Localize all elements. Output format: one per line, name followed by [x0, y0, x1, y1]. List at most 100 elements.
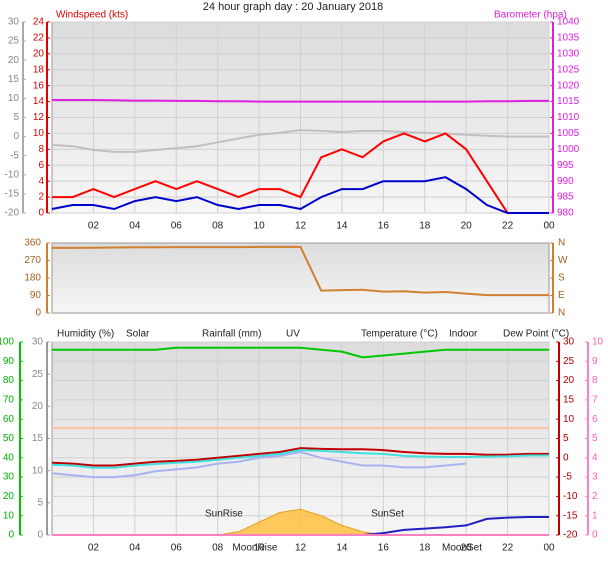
x-tick-label: 12 [295, 543, 307, 554]
chart-title: 24 hour graph day : 20 January 2018 [203, 1, 383, 13]
x-tick-label: 16 [378, 221, 390, 232]
y-tick-label: 1 [592, 510, 598, 521]
legend-entry: Indoor [449, 329, 478, 340]
legend-entry: UV [286, 329, 300, 340]
y-tick-label: 0 [37, 530, 43, 541]
series-line [51, 176, 549, 214]
y-tick-label: 1030 [557, 48, 580, 59]
x-tick-label: 02 [88, 543, 100, 554]
y-tick-label: 10 [33, 128, 45, 139]
x-tick-label: 10 [254, 543, 266, 554]
annotation: MoonRise [232, 543, 277, 554]
y-tick-label: E [558, 290, 565, 301]
y-tick-label: 1015 [557, 96, 580, 107]
x-tick-label: 00 [543, 543, 555, 554]
x-tick-label: 18 [419, 221, 431, 232]
y-tick-label: 40 [3, 452, 15, 463]
y-tick-label: 90 [3, 356, 15, 367]
x-tick-label: 20 [461, 543, 473, 554]
y-tick-label: -10 [563, 491, 578, 502]
y-tick-label: 985 [557, 192, 574, 203]
y-tick-label: 15 [32, 433, 44, 444]
y-tick-label: 0 [13, 131, 19, 142]
y-tick-label: 30 [32, 337, 44, 348]
y-tick-label: 6 [38, 160, 44, 171]
x-tick-label: 04 [129, 221, 141, 232]
y-tick-label: 360 [24, 238, 41, 249]
y-tick-label: 10 [563, 414, 575, 425]
y-tick-label: S [558, 273, 565, 284]
y-tick-label: 990 [557, 176, 574, 187]
series-line [51, 129, 549, 153]
y-tick-label: 9 [592, 356, 598, 367]
y-tick-label: 30 [563, 337, 575, 348]
x-tick-label: 06 [171, 221, 183, 232]
y-tick-label: -5 [563, 472, 572, 483]
x-tick-label: 10 [254, 221, 266, 232]
y-tick-label: 10 [592, 337, 604, 348]
y-tick-label: 1000 [557, 144, 580, 155]
x-tick-label: 16 [378, 543, 390, 554]
y-tick-label: 60 [3, 414, 15, 425]
annotation: MoonSet [442, 543, 482, 554]
y-tick-label: 18 [33, 64, 45, 75]
legend-entry: Rainfall (mm) [202, 329, 261, 340]
y-tick-label: N [558, 238, 565, 249]
y-tick-label: 6 [592, 414, 598, 425]
series-line [52, 99, 549, 103]
x-tick-label: 14 [336, 221, 348, 232]
y-tick-label: 1005 [557, 128, 580, 139]
y-tick-label: 30 [8, 17, 20, 28]
y-tick-label: 100 [0, 337, 14, 348]
y-tick-label: 90 [30, 290, 42, 301]
y-tick-label: 5 [13, 112, 19, 123]
y-tick-label: 980 [557, 208, 574, 219]
y-tick-label: 0 [8, 530, 14, 541]
y-tick-label: 1010 [557, 112, 580, 123]
y-tick-label: -10 [5, 169, 20, 180]
y-tick-label: 4 [592, 452, 598, 463]
x-tick-label: 00 [543, 221, 555, 232]
barometer-label: Barometer (hpa) [494, 10, 567, 21]
y-tick-label: 0 [35, 308, 41, 319]
series-line [51, 450, 467, 479]
y-tick-label: 7 [592, 395, 598, 406]
y-tick-label: 15 [8, 74, 20, 85]
y-tick-label: 0 [563, 452, 569, 463]
legend-entry: Solar [126, 329, 150, 340]
y-tick-label: 2 [38, 192, 44, 203]
y-tick-label: 5 [563, 433, 569, 444]
y-tick-label: 20 [32, 401, 44, 412]
y-tick-label: 20 [3, 491, 15, 502]
y-tick-label: 25 [8, 36, 20, 47]
y-tick-label: 20 [33, 48, 45, 59]
y-tick-label: 12 [33, 112, 45, 123]
plot-area [51, 242, 550, 314]
y-tick-label: W [558, 255, 568, 266]
y-tick-label: 4 [38, 176, 44, 187]
series-line [51, 449, 549, 469]
y-tick-label: -15 [563, 510, 578, 521]
y-tick-label: 25 [32, 369, 44, 380]
y-tick-label: 180 [24, 273, 41, 284]
x-tick-label: 14 [336, 543, 348, 554]
y-tick-label: 0 [38, 208, 44, 219]
series-line [52, 346, 549, 359]
y-tick-label: 2 [592, 491, 598, 502]
legend-entry: Dew Point (°C) [503, 329, 569, 340]
y-tick-label: 20 [8, 55, 20, 66]
y-tick-label: 1035 [557, 33, 580, 44]
y-tick-label: 80 [3, 375, 15, 386]
legend-entry: Temperature (°C) [361, 329, 438, 340]
y-tick-label: 8 [38, 144, 44, 155]
y-tick-label: 3 [592, 472, 598, 483]
legend-entry: Humidity (%) [57, 329, 114, 340]
series-line [52, 245, 549, 297]
y-tick-label: -20 [563, 530, 578, 541]
y-tick-label: -15 [5, 189, 20, 200]
y-tick-label: 20 [563, 375, 575, 386]
y-tick-label: -5 [10, 150, 19, 161]
y-tick-label: 8 [592, 375, 598, 386]
series-line [51, 447, 549, 467]
